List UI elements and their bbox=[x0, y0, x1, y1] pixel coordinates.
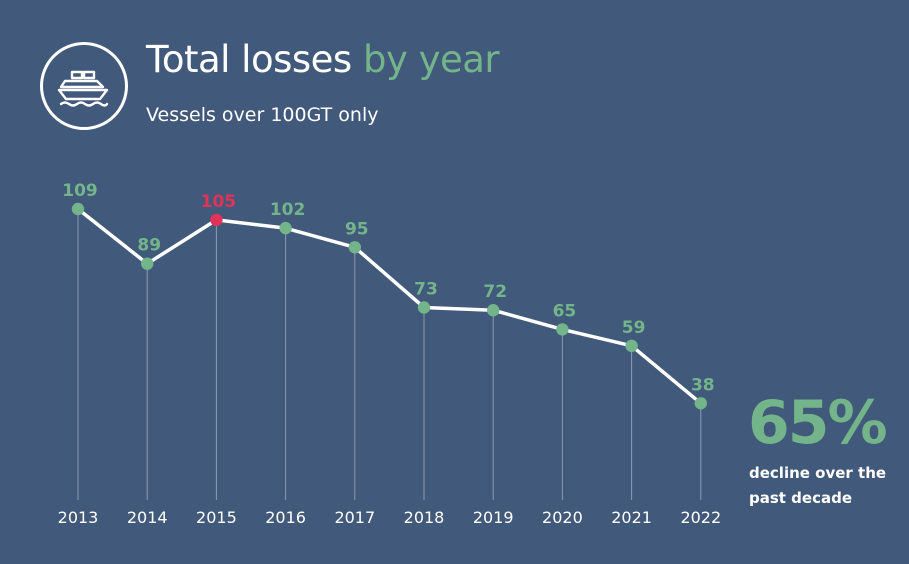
data-point-2021 bbox=[625, 339, 638, 353]
data-point-2022 bbox=[694, 397, 707, 410]
data-point-2016 bbox=[279, 221, 292, 235]
data-label-2018: 73 bbox=[414, 279, 438, 299]
x-tick-label-2015: 2015 bbox=[196, 508, 237, 527]
decline-stat-value: 65% bbox=[748, 388, 888, 458]
page-title: Total losses by year bbox=[146, 38, 500, 81]
x-tick-label-2017: 2017 bbox=[334, 508, 375, 527]
data-point-2013 bbox=[71, 202, 85, 216]
x-tick-label-2016: 2016 bbox=[265, 508, 306, 527]
x-tick-label-2019: 2019 bbox=[473, 508, 514, 527]
x-tick-label-2014: 2014 bbox=[127, 508, 168, 527]
data-label-2020: 65 bbox=[553, 301, 577, 321]
data-label-2017: 95 bbox=[345, 219, 369, 239]
data-label-2021: 59 bbox=[622, 318, 646, 338]
data-point-2014 bbox=[141, 257, 154, 270]
x-tick-label-2013: 2013 bbox=[58, 508, 99, 527]
data-label-2015: 105 bbox=[201, 192, 237, 212]
data-point-2015 bbox=[210, 213, 223, 227]
decline-stat-caption: decline over the past decade bbox=[749, 464, 887, 507]
series-line bbox=[76, 207, 702, 405]
page-subtitle: Vessels over 100GT only bbox=[146, 104, 379, 126]
x-tick-label-2020: 2020 bbox=[542, 508, 583, 527]
data-point-2019 bbox=[487, 304, 500, 317]
data-point-2017 bbox=[348, 241, 361, 254]
data-label-2016: 102 bbox=[270, 200, 306, 220]
title-main: Total losses bbox=[146, 38, 363, 81]
x-tick-label-2021: 2021 bbox=[611, 508, 652, 527]
x-tick-label-2018: 2018 bbox=[404, 508, 445, 527]
data-point-2020 bbox=[556, 323, 569, 336]
x-tick-label-2022: 2022 bbox=[680, 508, 721, 527]
title-accent: by year bbox=[362, 38, 500, 81]
data-label-2014: 89 bbox=[137, 236, 161, 256]
data-label-2013: 109 bbox=[62, 181, 98, 201]
ship-icon bbox=[57, 70, 109, 107]
data-point-2018 bbox=[417, 301, 431, 314]
logo-badge bbox=[40, 42, 128, 130]
data-label-2022: 38 bbox=[691, 375, 715, 395]
data-label-2019: 72 bbox=[483, 282, 507, 302]
